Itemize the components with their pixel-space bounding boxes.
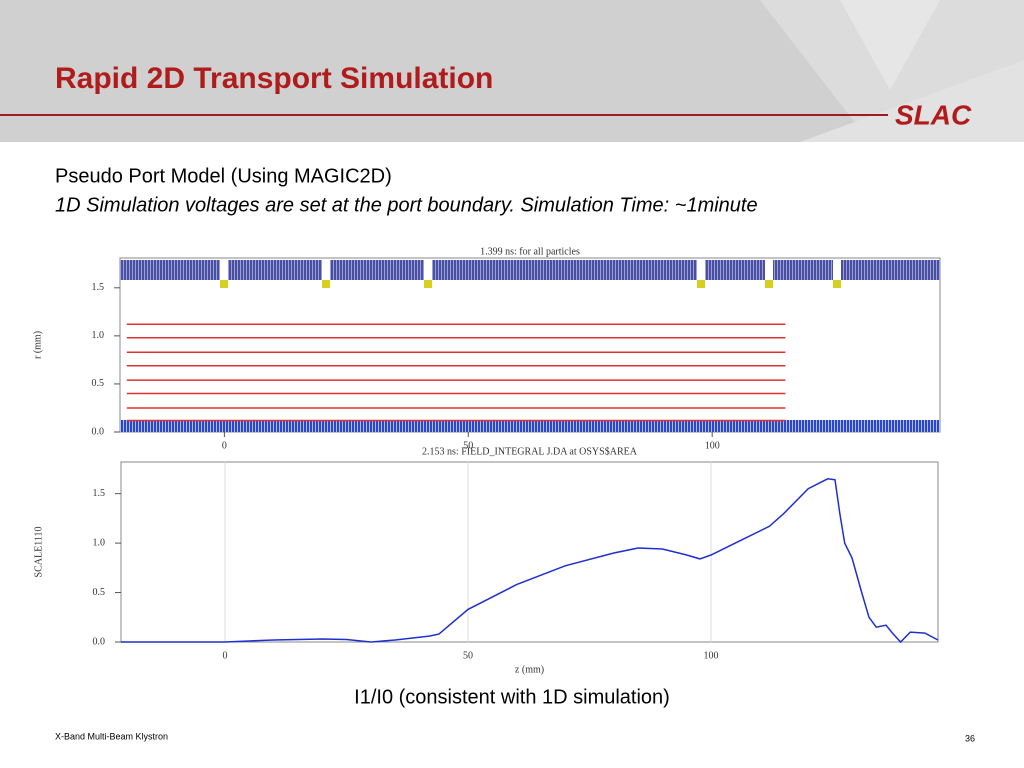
y-tick-label: 1.0 — [93, 537, 106, 548]
chart-bottom: 2.153 ns: FIELD_INTEGRAL J.DA at OSYS$AR… — [33, 446, 939, 675]
structure — [120, 260, 940, 280]
y-tick-label: 1.0 — [92, 330, 105, 341]
header-deco — [840, 0, 940, 90]
y-tick-label: 0.5 — [93, 587, 106, 598]
plot-frame — [119, 257, 941, 433]
x-tick-label: 0 — [222, 440, 227, 451]
x-tick-label: 0 — [223, 650, 228, 661]
chart-title: 2.153 ns: FIELD_INTEGRAL J.DA at OSYS$AR… — [422, 446, 638, 457]
x-tick-label: 100 — [704, 650, 719, 661]
y-axis-label: SCALE1110 — [33, 527, 44, 578]
subtitle: 1D Simulation voltages are set at the po… — [55, 194, 758, 216]
caption: I1/I0 (consistent with 1D simulation) — [354, 686, 670, 708]
body-bg — [0, 142, 1024, 768]
x-axis-label: z (mm) — [515, 664, 544, 675]
footer: X-Band Multi-Beam Klystron — [55, 731, 168, 741]
x-tick-label: 50 — [463, 440, 473, 451]
y-tick-label: 1.5 — [92, 282, 105, 293]
y-tick-label: 0.0 — [93, 636, 106, 647]
x-tick-label: 100 — [705, 440, 720, 451]
ports — [220, 260, 841, 280]
subtitle: Pseudo Port Model (Using MAGIC2D) — [55, 165, 392, 187]
chart-top: 1.399 ns: for all particles 0.0 0.5 1.0 1.5 0… — [32, 246, 941, 451]
chart-title: 1.399 ns: for all particles — [480, 246, 580, 257]
y-tick-label: 1.5 — [93, 488, 106, 499]
data-line — [121, 478, 939, 644]
page-number: 36 — [965, 733, 975, 743]
plot-frame — [120, 461, 939, 643]
title: Rapid 2D Transport Simulation — [55, 62, 493, 95]
port-markers — [220, 280, 841, 288]
y-tick-label: 0.5 — [92, 378, 105, 389]
x-tick-label: 50 — [463, 650, 473, 661]
y-axis-label: r (mm) — [32, 331, 43, 359]
header-deco — [800, 60, 1024, 142]
logo: SLAC — [895, 99, 972, 130]
y-tick-label: 0.0 — [92, 426, 105, 437]
structure — [120, 420, 940, 432]
